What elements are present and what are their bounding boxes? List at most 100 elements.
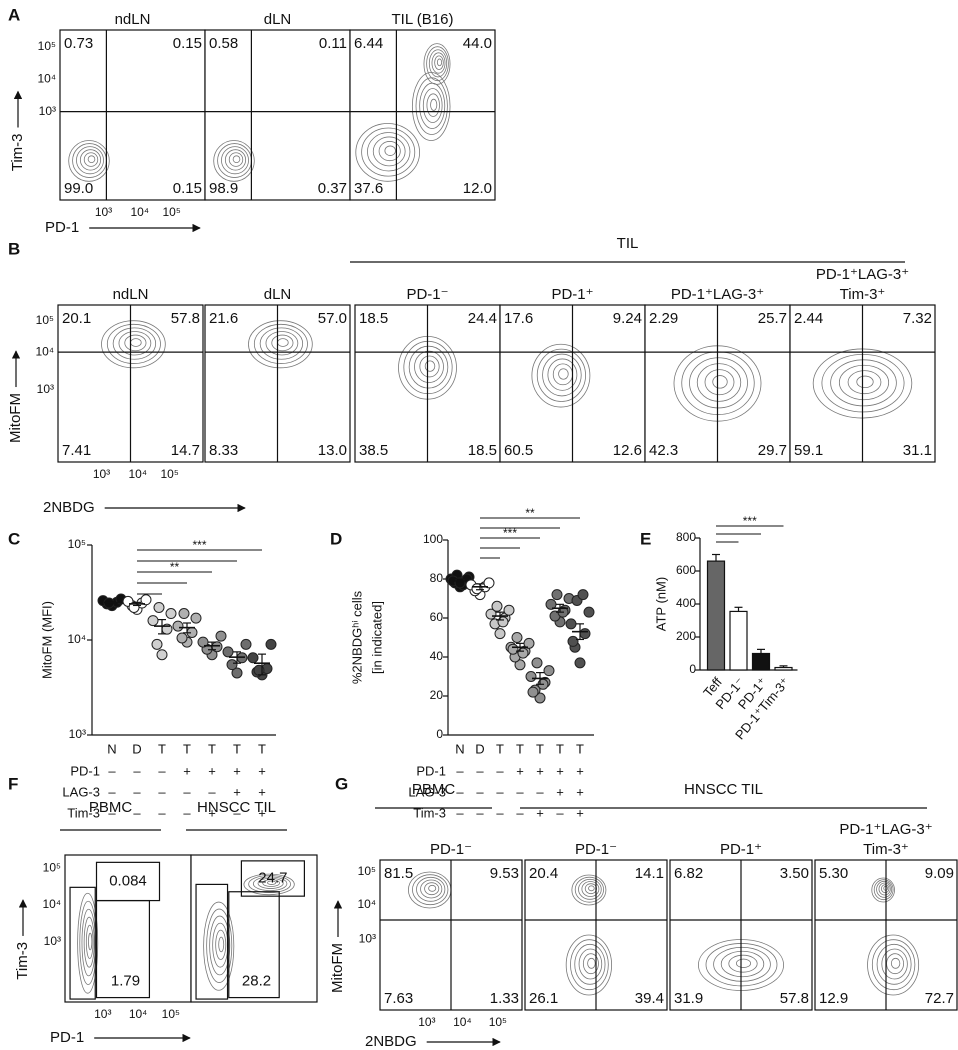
quadrant-value: 59.1 <box>794 442 823 459</box>
plot-title: PD-1⁺LAG-3⁺ <box>671 286 764 303</box>
panel-letter: G <box>335 774 348 793</box>
x-tick-label: T <box>258 741 266 756</box>
data-point <box>543 665 555 677</box>
quadrant-value: 14.7 <box>171 442 200 459</box>
condition-mark: – <box>496 805 504 820</box>
quadrant-value: 17.6 <box>504 310 533 327</box>
condition-mark: – <box>158 784 166 799</box>
contour <box>430 98 438 111</box>
condition-mark: – <box>183 784 191 799</box>
y-tick-label: 800 <box>676 530 696 544</box>
plot-title: PD-1⁺ <box>720 841 762 858</box>
contour <box>871 877 895 903</box>
quadrant-value: 9.09 <box>925 865 954 882</box>
y-tick-label: 40 <box>430 649 444 663</box>
group-label: PBMC <box>412 781 456 798</box>
condition-label: Tim-3 <box>67 805 100 820</box>
quadrant-value: 39.4 <box>635 990 664 1007</box>
contour <box>871 939 916 991</box>
quadrant-value: 0.37 <box>318 180 347 197</box>
y-tick-label: 10³ <box>359 932 376 946</box>
contour <box>578 948 603 980</box>
contour <box>728 954 758 973</box>
bar <box>706 560 726 671</box>
x-tick-label: D <box>132 741 141 756</box>
data-point <box>491 600 503 612</box>
condition-mark: + <box>536 763 544 778</box>
contour <box>367 132 411 172</box>
data-point <box>511 632 523 643</box>
contour <box>420 879 443 899</box>
x-tick-label: 10³ <box>94 1007 111 1021</box>
x-tick-label: T <box>516 741 524 756</box>
panel-letter: B <box>8 239 20 258</box>
contour <box>428 49 448 78</box>
contour <box>876 880 893 898</box>
quadrant-value: 31.1 <box>903 442 932 459</box>
contour <box>248 320 313 369</box>
gate-value: 24.7 <box>258 869 287 886</box>
quadrant-value: 9.53 <box>490 865 519 882</box>
data-point <box>156 649 168 661</box>
contour <box>574 876 605 903</box>
plot-title: PD-1⁺ <box>551 286 593 303</box>
y-tick-label: 200 <box>676 629 696 643</box>
condition-label: PD-1 <box>416 763 446 778</box>
x-axis-label: 2NBDG <box>43 499 95 516</box>
quadrant-value: 37.6 <box>354 180 383 197</box>
quadrant-value: 24.4 <box>468 310 497 327</box>
contour <box>581 881 600 897</box>
contour <box>355 123 421 182</box>
y-tick-label: 60 <box>430 610 444 624</box>
data-point <box>172 620 184 632</box>
data-point <box>531 657 543 669</box>
quadrant-value: 18.5 <box>359 310 388 327</box>
y-tick-label: 10⁵ <box>38 39 56 53</box>
plot-title: TIL (B16) <box>392 11 454 28</box>
x-axis-label: PD-1 <box>45 219 79 236</box>
contour <box>203 901 235 991</box>
y-tick-label: 600 <box>676 563 696 577</box>
condition-mark: + <box>556 763 564 778</box>
panel-letter: F <box>8 774 18 793</box>
x-tick-label: T <box>233 741 241 756</box>
significance-label: *** <box>743 514 757 528</box>
group-label: HNSCC TIL <box>684 781 763 798</box>
plot-title: PD-1⁻ <box>575 841 617 858</box>
contour <box>252 876 288 891</box>
data-point <box>503 604 515 616</box>
contour <box>118 331 152 356</box>
contour <box>587 957 596 969</box>
y-axis-label: Tim-3 <box>9 134 26 172</box>
y-axis-label: [in indicated] <box>369 601 384 674</box>
x-tick-label: T <box>158 741 166 756</box>
contour <box>378 141 401 162</box>
contour <box>83 916 95 968</box>
data-point <box>514 659 526 671</box>
contour <box>77 892 99 994</box>
data-point <box>483 577 495 589</box>
contour <box>228 152 244 167</box>
quadrant-value: 7.32 <box>903 310 932 327</box>
condition-mark: + <box>576 784 584 799</box>
condition-mark: + <box>576 805 584 820</box>
contour <box>720 950 765 978</box>
data-point <box>565 618 577 630</box>
quadrant-value: 0.58 <box>209 35 238 52</box>
condition-mark: – <box>233 805 241 820</box>
plot-title: PD-1⁺LAG-3⁺ <box>839 821 932 838</box>
plot-title: dLN <box>264 11 292 28</box>
quadrant-value: 12.0 <box>463 180 492 197</box>
contour <box>424 360 436 372</box>
quadrant-value: 2.44 <box>794 310 823 327</box>
data-point <box>247 652 259 664</box>
gate <box>228 891 280 999</box>
quadrant-value: 29.7 <box>758 442 787 459</box>
contour <box>88 932 93 951</box>
y-tick-label: 10⁵ <box>358 864 376 878</box>
condition-mark: + <box>233 784 241 799</box>
data-point <box>494 628 506 640</box>
x-tick-label: T <box>556 741 564 756</box>
contour <box>206 908 233 983</box>
y-tick-label: 0 <box>436 727 443 741</box>
